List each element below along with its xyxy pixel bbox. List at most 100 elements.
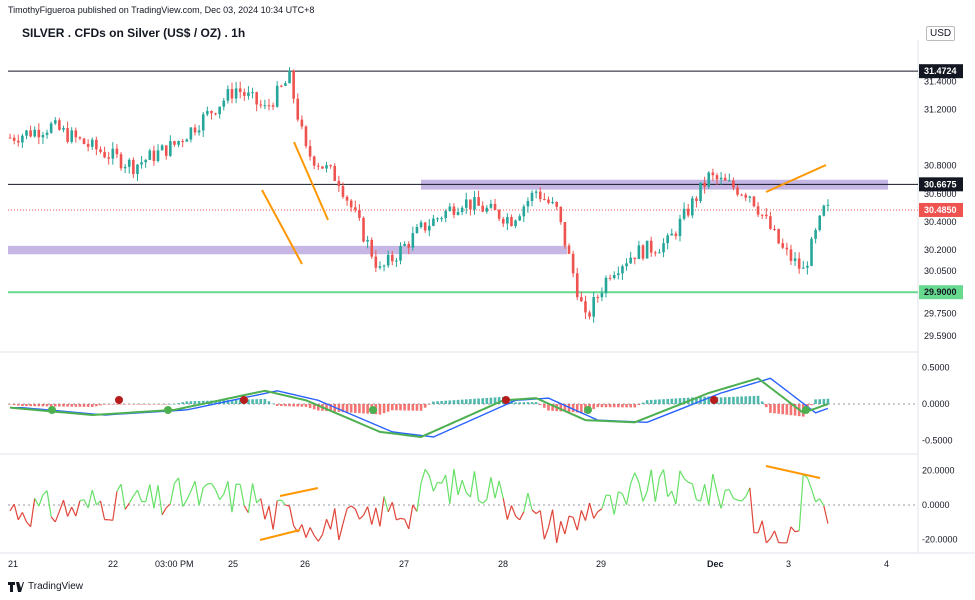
oscillator-segment xyxy=(186,490,192,501)
histogram-bar xyxy=(21,404,24,407)
histogram-bar xyxy=(259,399,263,404)
histogram-bar xyxy=(641,402,645,404)
histogram-bar xyxy=(625,404,628,408)
candle xyxy=(728,180,731,182)
oscillator-segment xyxy=(272,500,278,530)
oscillator-segment xyxy=(473,471,480,501)
cross-marker xyxy=(48,406,56,414)
histogram-bar xyxy=(534,402,538,404)
histogram-bar xyxy=(670,398,674,404)
candle xyxy=(411,233,415,248)
macd-tick-label: -0.5000 xyxy=(922,436,953,446)
candle xyxy=(386,254,390,266)
histogram-bar xyxy=(70,404,74,407)
histogram-bar xyxy=(822,398,826,404)
candle xyxy=(596,297,600,299)
oscillator-segment xyxy=(387,502,393,513)
candle xyxy=(506,217,509,224)
histogram-bar xyxy=(156,404,160,405)
candle xyxy=(563,222,567,246)
currency-badge[interactable]: USD xyxy=(926,26,956,41)
chart-canvas[interactable]: 31.4000 31.2000 30.8000 30.6000 30.4000 30.20… xyxy=(0,0,975,580)
price-tick-label: 30.2000 xyxy=(924,245,957,255)
oscillator-segment xyxy=(354,508,360,520)
histogram-bar xyxy=(756,395,760,404)
histogram-bar xyxy=(777,404,780,414)
candle xyxy=(345,196,349,201)
candle xyxy=(66,128,69,142)
histogram-bar xyxy=(169,403,172,405)
candle xyxy=(33,129,37,137)
candle xyxy=(296,98,300,120)
oscillator-segment xyxy=(424,469,430,476)
histogram-bar xyxy=(366,404,369,414)
price-label-badge xyxy=(919,177,963,192)
candle xyxy=(777,229,780,244)
oscillator-segment xyxy=(494,480,500,499)
histogram-bar xyxy=(127,404,131,405)
oscillator-segment xyxy=(243,505,249,514)
oscillator-segment xyxy=(91,489,97,506)
histogram-bar xyxy=(645,400,649,404)
oscillator-segment xyxy=(691,483,698,500)
candle xyxy=(432,218,435,226)
oscillator-segment xyxy=(510,505,517,517)
oscillator-segment xyxy=(215,489,221,500)
oscillator-segment xyxy=(815,498,821,503)
candle xyxy=(785,247,789,250)
histogram-bar xyxy=(111,404,115,405)
candle xyxy=(674,233,678,237)
oscillator-segment xyxy=(794,530,800,533)
histogram-bar xyxy=(378,404,382,415)
histogram-bar xyxy=(214,400,217,404)
oscillator-segment xyxy=(161,507,167,516)
oscillator-segment xyxy=(38,494,44,507)
candle xyxy=(78,137,82,139)
oscillator-segment xyxy=(761,520,767,543)
histogram-bar xyxy=(563,404,567,412)
candle xyxy=(752,196,756,207)
trendline-annotation xyxy=(765,164,827,193)
oscillator-segment xyxy=(149,484,155,509)
histogram-bar xyxy=(637,404,641,405)
oscillator-segment xyxy=(696,499,701,502)
histogram-bar xyxy=(407,404,411,411)
candle xyxy=(234,88,238,99)
candle xyxy=(797,258,801,269)
rsi-tick-label: 0.0000 xyxy=(922,500,950,510)
candle xyxy=(691,198,694,216)
oscillator-segment xyxy=(445,475,451,504)
candle xyxy=(185,139,189,142)
candle xyxy=(440,218,443,220)
histogram-bar xyxy=(658,399,661,404)
rsi-tick-label: -20.0000 xyxy=(922,534,958,544)
price-label: 30.4850 xyxy=(924,205,957,215)
histogram-bar xyxy=(115,404,119,405)
oscillator-segment xyxy=(638,482,644,502)
cross-marker xyxy=(115,396,123,404)
candle xyxy=(390,254,394,262)
histogram-bar xyxy=(547,404,550,411)
oscillator-segment xyxy=(461,479,467,493)
oscillator-segment xyxy=(350,505,356,510)
oscillator-segment xyxy=(634,472,640,483)
histogram-bar xyxy=(275,404,279,406)
candle xyxy=(703,182,706,187)
candle xyxy=(399,245,402,261)
histogram-bar xyxy=(810,404,813,406)
oscillator-segment xyxy=(515,515,521,521)
candle xyxy=(538,191,542,200)
oscillator-segment xyxy=(83,499,89,509)
oscillator-segment xyxy=(219,493,225,500)
histogram-bar xyxy=(485,397,489,404)
oscillator-segment xyxy=(588,502,595,519)
rsi-tick-label: 20.0000 xyxy=(922,466,955,476)
histogram-bar xyxy=(300,404,304,407)
time-tick-label: 25 xyxy=(228,559,238,569)
candle xyxy=(744,194,748,198)
candle xyxy=(337,180,341,187)
candle xyxy=(95,139,98,150)
oscillator-segment xyxy=(391,502,397,521)
candle xyxy=(382,265,386,267)
candle xyxy=(395,260,398,262)
